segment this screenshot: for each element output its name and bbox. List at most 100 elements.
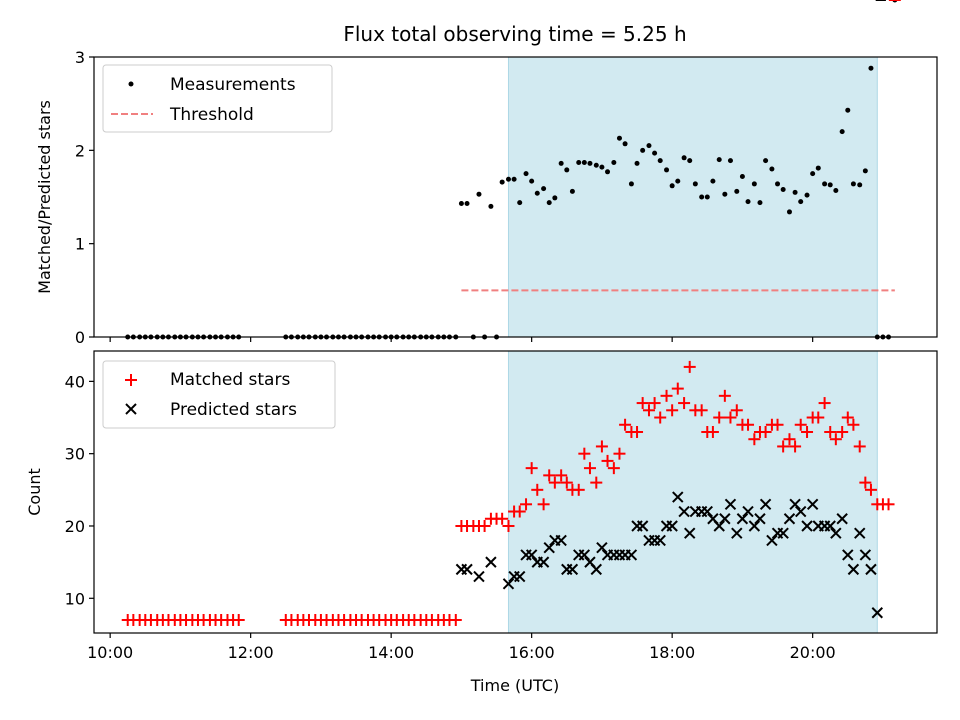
predicted-star-point xyxy=(485,556,497,568)
measurement-point xyxy=(576,159,582,165)
matched-star-point xyxy=(789,440,802,453)
matched-star-point xyxy=(777,440,790,453)
matched-star-point xyxy=(531,483,544,496)
measurement-point xyxy=(616,135,622,141)
predicted-star-point xyxy=(736,513,749,525)
matched-star-point xyxy=(555,469,568,482)
matched-star-point xyxy=(572,483,585,496)
predicted-star-point xyxy=(566,563,579,576)
predicted-stars-points xyxy=(455,0,886,619)
measurement-point xyxy=(751,181,757,187)
legend-matched-marker xyxy=(125,374,137,386)
measurement-point xyxy=(710,178,716,184)
measurement-point xyxy=(558,160,564,166)
matched-star-point xyxy=(847,418,860,431)
predicted-star-point xyxy=(824,520,836,532)
predicted-star-point xyxy=(473,570,485,583)
measurement-point xyxy=(581,159,587,165)
predicted-star-point xyxy=(847,563,860,576)
predicted-star-point xyxy=(731,527,743,539)
predicted-star-point xyxy=(636,520,649,532)
top-axes-frame xyxy=(93,56,938,338)
legend-measurements-marker xyxy=(128,81,134,87)
predicted-star-point xyxy=(871,607,883,619)
measurement-point xyxy=(587,160,593,166)
matched-star-point xyxy=(631,425,644,438)
measurement-point xyxy=(815,165,821,171)
predicted-star-point xyxy=(654,534,666,547)
measurement-point xyxy=(716,157,722,163)
matched-star-point xyxy=(513,505,526,518)
chart-title: Flux total observing time = 5.25 h xyxy=(343,22,686,46)
predicted-star-point xyxy=(795,505,807,518)
matched-star-point xyxy=(841,411,854,424)
measurement-point xyxy=(488,203,494,209)
measurement-point xyxy=(622,141,628,147)
measurement-point xyxy=(845,107,851,113)
measurement-point xyxy=(868,65,874,71)
measurement-point xyxy=(739,173,745,179)
bottom-y-tick-label: 30 xyxy=(65,445,85,464)
measurement-point xyxy=(798,199,804,205)
predicted-star-point xyxy=(836,513,848,525)
predicted-star-point xyxy=(830,527,842,539)
predicted-star-point xyxy=(766,534,778,547)
predicted-star-point xyxy=(777,527,789,539)
matched-star-point xyxy=(590,476,603,489)
measurement-point xyxy=(786,209,792,215)
predicted-star-point xyxy=(666,520,678,532)
matched-star-point xyxy=(718,389,731,402)
top-y-tick-label: 3 xyxy=(75,48,85,67)
matched-star-point xyxy=(801,425,814,438)
x-axis-label: Time (UTC) xyxy=(470,676,559,695)
predicted-star-point xyxy=(701,505,713,518)
measurement-point xyxy=(827,182,833,188)
predicted-star-point xyxy=(748,520,761,532)
x-tick-label: 10:00 xyxy=(87,643,133,662)
measurement-point xyxy=(605,169,611,175)
predicted-star-point xyxy=(783,513,796,525)
matched-star-point xyxy=(730,404,743,417)
matched-star-point xyxy=(812,411,825,424)
matched-star-point xyxy=(724,411,737,424)
matched-star-point xyxy=(537,498,550,511)
measurement-point xyxy=(699,194,705,200)
predicted-star-point xyxy=(742,505,754,518)
matched-star-point xyxy=(853,440,866,453)
measurement-point xyxy=(792,189,798,195)
matched-star-point xyxy=(583,462,596,475)
measurement-point xyxy=(505,176,511,182)
matched-star-point xyxy=(232,613,245,626)
predicted-star-point xyxy=(719,513,731,525)
measurement-point xyxy=(810,171,816,177)
predicted-star-point xyxy=(801,520,813,532)
top-shaded-span xyxy=(507,56,878,338)
matched-star-point xyxy=(613,447,626,460)
measurement-point xyxy=(640,147,646,153)
top-legend: Measurements Threshold xyxy=(102,64,333,133)
measurement-point xyxy=(611,159,617,165)
legend-measurements-label: Measurements xyxy=(170,75,296,95)
measurement-point xyxy=(769,166,775,172)
predicted-star-point xyxy=(672,491,684,503)
bottom-y-tick-label: 20 xyxy=(65,517,85,536)
measurement-point xyxy=(593,162,599,168)
bottom-y-tick-label: 10 xyxy=(65,589,85,608)
measurement-point xyxy=(775,181,781,187)
measurement-point xyxy=(745,199,751,205)
predicted-star-point xyxy=(684,527,696,539)
matched-star-point xyxy=(864,483,877,496)
measurement-point xyxy=(458,201,464,207)
measurement-point xyxy=(692,181,698,187)
measurement-point xyxy=(862,168,868,174)
measurement-point xyxy=(780,187,786,193)
predicted-star-point xyxy=(590,563,602,576)
matched-star-point xyxy=(449,613,462,626)
matched-star-point xyxy=(636,397,649,410)
predicted-star-point xyxy=(859,549,872,561)
top-y-axis-label: Matched/Predicted stars xyxy=(35,100,54,294)
bottom-y-axis-label: Count xyxy=(25,468,44,516)
matched-star-point xyxy=(829,433,842,446)
measurement-point xyxy=(652,150,658,156)
measurement-point xyxy=(634,160,640,166)
